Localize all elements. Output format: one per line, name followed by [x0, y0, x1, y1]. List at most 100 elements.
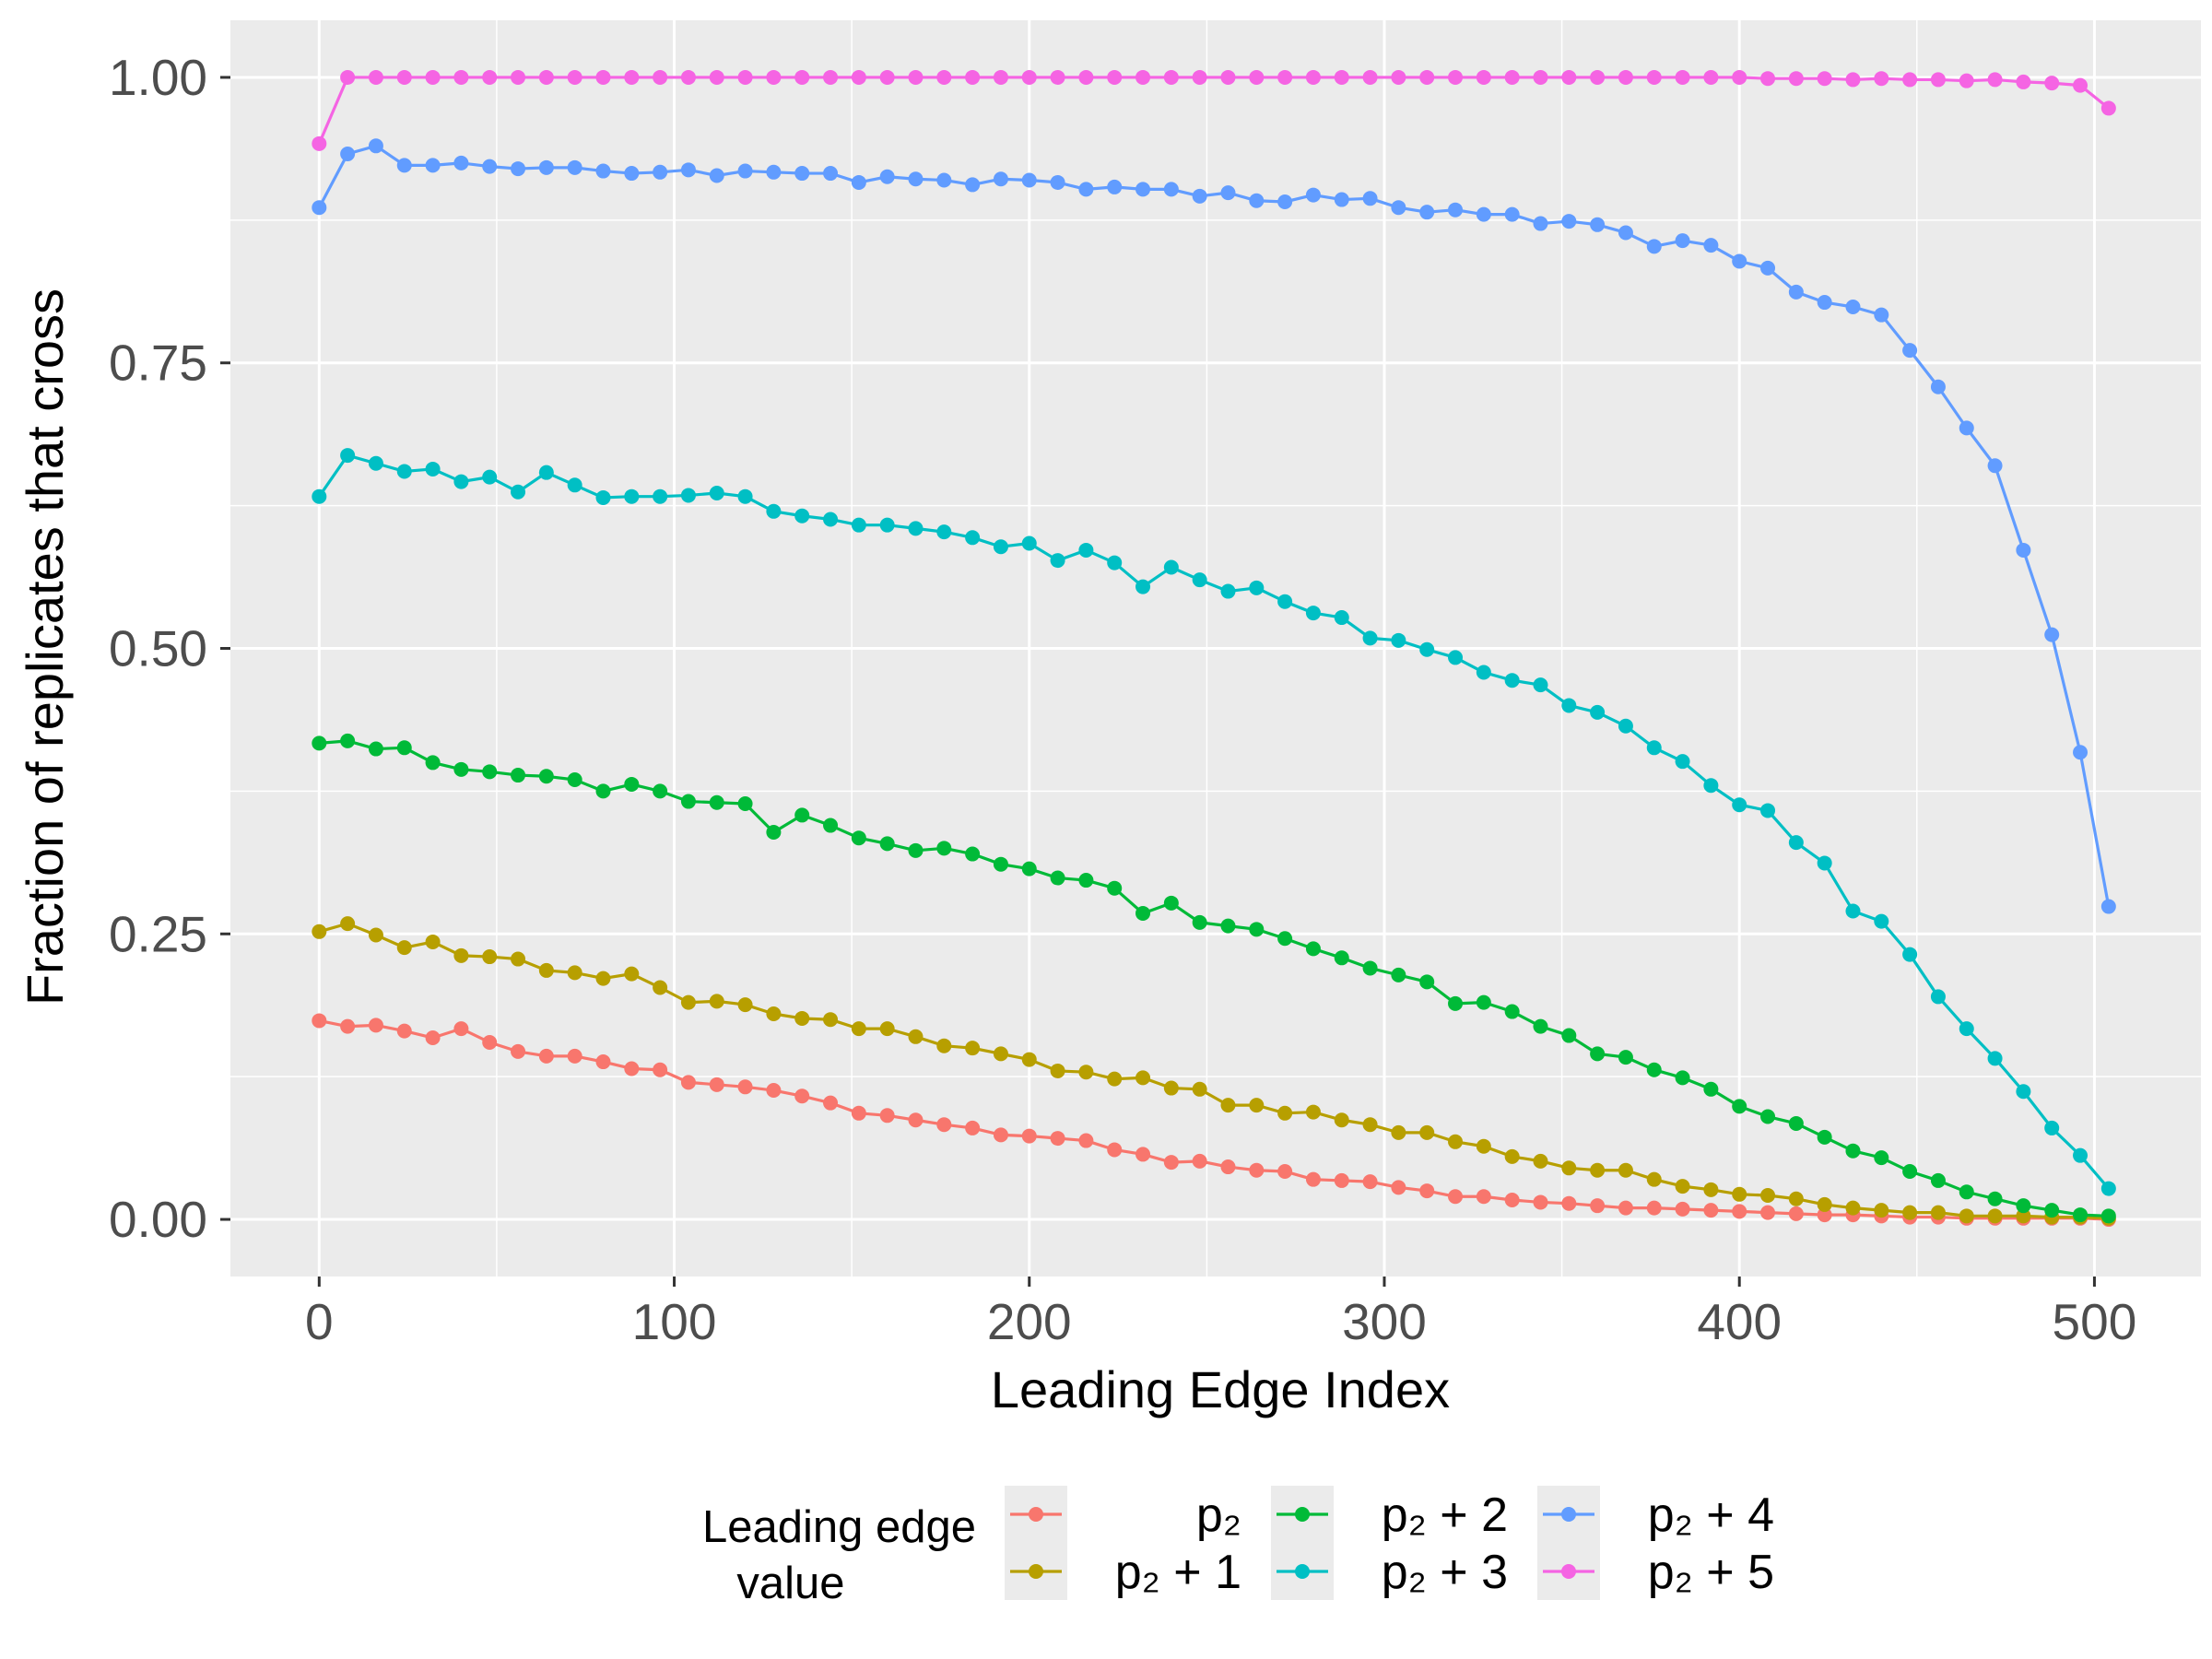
data-point	[1419, 1124, 1435, 1140]
data-point	[1362, 960, 1378, 976]
data-point	[368, 69, 383, 85]
data-point	[1334, 950, 1349, 966]
data-point	[511, 161, 526, 177]
data-point	[538, 69, 554, 85]
data-point	[1135, 69, 1151, 85]
data-point	[965, 846, 981, 862]
data-point	[851, 517, 866, 533]
data-point	[624, 166, 640, 182]
data-point	[1163, 895, 1179, 911]
legend-key-point	[1029, 1507, 1043, 1522]
data-point	[1448, 650, 1464, 665]
data-point	[709, 69, 724, 85]
data-point	[1987, 458, 2003, 474]
data-point	[1874, 307, 1889, 323]
data-point	[1448, 69, 1464, 85]
data-point	[1021, 861, 1037, 877]
data-point	[2100, 899, 2116, 914]
data-point	[737, 997, 753, 1013]
data-point	[1249, 580, 1265, 595]
data-point	[2073, 77, 2088, 93]
data-point	[567, 477, 582, 493]
legend-item: p₂	[1005, 1486, 1241, 1543]
data-point	[737, 1079, 753, 1095]
data-point	[1305, 187, 1321, 203]
data-point	[993, 856, 1008, 872]
data-point	[368, 455, 383, 471]
data-point	[1334, 69, 1349, 85]
data-point	[1703, 1081, 1719, 1097]
data-point	[2016, 74, 2031, 89]
data-point	[965, 530, 981, 546]
data-point	[1419, 205, 1435, 220]
data-point	[1021, 535, 1037, 551]
data-point	[794, 69, 810, 85]
data-point	[680, 794, 696, 809]
data-point	[1078, 1065, 1094, 1080]
data-point	[1675, 1070, 1690, 1086]
data-point	[653, 980, 668, 995]
data-point	[1930, 1205, 1946, 1220]
series-2	[312, 733, 2116, 1224]
data-point	[1419, 641, 1435, 657]
legend-key-point	[1295, 1507, 1310, 1522]
data-point	[1277, 931, 1293, 947]
data-point	[1476, 69, 1491, 85]
data-point	[1277, 69, 1293, 85]
data-point	[1902, 947, 1918, 962]
data-point	[879, 1021, 895, 1037]
data-point	[766, 164, 782, 180]
legend-item: p₂ + 2	[1271, 1486, 1508, 1543]
data-point	[1305, 941, 1321, 957]
data-point	[993, 1046, 1008, 1062]
data-point	[1930, 72, 1946, 88]
data-point	[1590, 69, 1606, 85]
series-line	[317, 76, 2110, 145]
data-point	[1192, 572, 1207, 588]
data-point	[1107, 1071, 1123, 1087]
data-point	[653, 1062, 668, 1077]
data-point	[2016, 1208, 2031, 1224]
data-point	[1419, 1183, 1435, 1199]
data-point	[1107, 555, 1123, 571]
data-point	[1533, 677, 1548, 693]
data-point	[1391, 1180, 1406, 1195]
data-point	[680, 994, 696, 1010]
data-point	[538, 769, 554, 784]
data-point	[1646, 69, 1662, 85]
data-point	[1021, 172, 1037, 188]
data-point	[1618, 1200, 1633, 1216]
data-point	[1163, 1080, 1179, 1096]
series-3	[312, 448, 2116, 1196]
legend-item: p₂ + 3	[1271, 1543, 1508, 1600]
data-point	[1334, 1172, 1349, 1188]
data-point	[1107, 1142, 1123, 1158]
data-point	[1675, 1179, 1690, 1194]
data-point	[567, 159, 582, 175]
data-point	[312, 200, 327, 216]
data-point	[851, 1105, 866, 1121]
data-point	[1760, 71, 1776, 87]
data-point	[766, 503, 782, 519]
data-point	[482, 764, 498, 780]
data-point	[965, 1041, 981, 1056]
x-tick-label: 400	[1697, 1293, 1782, 1350]
data-point	[908, 842, 924, 858]
data-point	[1135, 579, 1151, 594]
data-point	[653, 164, 668, 180]
data-point	[680, 69, 696, 85]
x-tick-label: 300	[1342, 1293, 1427, 1350]
data-point	[1391, 967, 1406, 982]
data-point	[340, 916, 356, 932]
data-point	[1561, 214, 1577, 229]
data-point	[1192, 188, 1207, 204]
data-point	[1646, 1171, 1662, 1187]
data-point	[1220, 69, 1236, 85]
data-point	[1675, 1201, 1690, 1217]
data-point	[1788, 71, 1804, 87]
data-point	[1675, 233, 1690, 249]
data-point	[453, 474, 469, 489]
data-point	[737, 796, 753, 812]
data-point	[567, 965, 582, 981]
data-point	[1902, 1164, 1918, 1180]
